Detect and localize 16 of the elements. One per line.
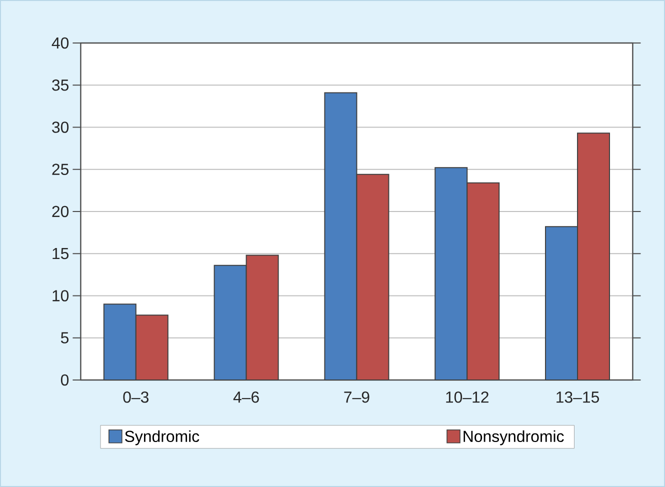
legend-label: Syndromic [125, 430, 200, 446]
y-tick-label: 0 [60, 374, 69, 386]
x-tick-label: 4–6 [233, 392, 259, 403]
x-tick-label: 10–12 [446, 392, 488, 403]
y-tick-label: 5 [60, 332, 69, 344]
y-tick-label: 40 [52, 37, 69, 49]
x-tick-label: 13–15 [556, 392, 599, 403]
legend-label: Nonsyndromic [464, 430, 564, 446]
y-tick-label: 30 [52, 122, 69, 133]
y-tick-label: 35 [52, 79, 69, 91]
y-tick-label: 10 [52, 290, 69, 302]
y-tick-label: 25 [52, 164, 69, 176]
x-tick-label: 0–3 [123, 392, 148, 403]
y-tick-label: 20 [52, 206, 69, 218]
y-tick-label: 15 [52, 248, 69, 260]
x-tick-label: 7–9 [344, 392, 370, 403]
